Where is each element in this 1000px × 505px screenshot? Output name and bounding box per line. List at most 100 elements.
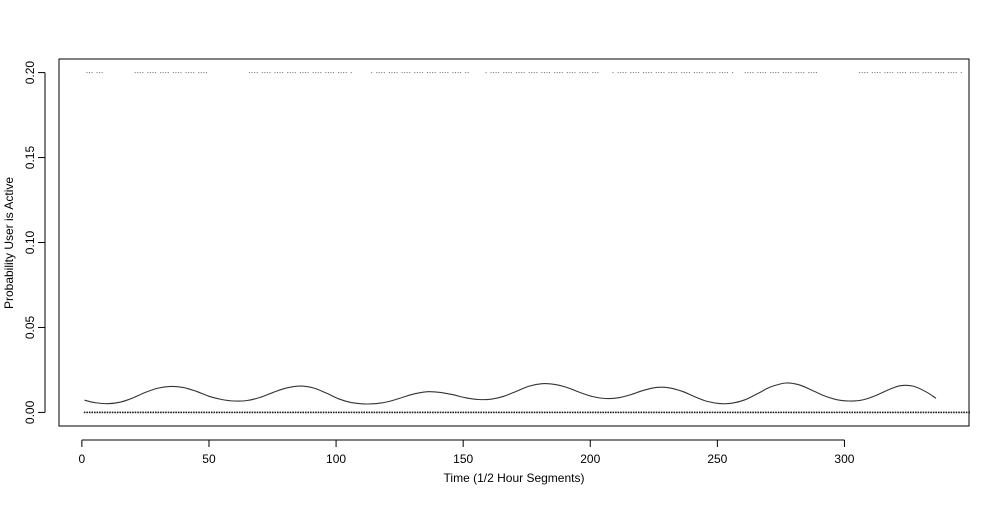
data-point bbox=[477, 411, 480, 414]
data-point bbox=[231, 411, 233, 414]
data-point bbox=[226, 411, 228, 414]
data-point bbox=[714, 411, 716, 414]
data-point bbox=[648, 72, 650, 74]
data-point bbox=[335, 411, 338, 414]
data-point bbox=[182, 411, 185, 414]
data-point bbox=[528, 411, 531, 414]
data-point bbox=[386, 411, 388, 414]
data-point bbox=[121, 411, 124, 414]
data-point bbox=[137, 411, 139, 414]
data-point bbox=[152, 411, 155, 414]
data-point bbox=[409, 411, 411, 414]
data-point bbox=[193, 411, 195, 414]
data-point bbox=[132, 411, 134, 414]
data-point bbox=[391, 72, 393, 74]
data-point bbox=[200, 72, 202, 74]
data-point bbox=[147, 72, 149, 74]
data-point bbox=[602, 411, 604, 414]
data-point bbox=[635, 411, 638, 414]
data-point bbox=[556, 72, 558, 74]
data-point bbox=[282, 72, 284, 74]
data-point bbox=[955, 72, 957, 74]
data-point bbox=[787, 72, 790, 74]
data-point bbox=[513, 411, 515, 414]
data-point bbox=[681, 411, 683, 414]
data-point bbox=[442, 72, 444, 74]
data-point bbox=[190, 72, 192, 74]
data-point bbox=[518, 411, 521, 414]
data-point bbox=[643, 411, 645, 414]
data-point bbox=[256, 411, 259, 414]
data-point bbox=[142, 411, 144, 414]
data-point bbox=[503, 411, 505, 414]
data-point bbox=[180, 411, 183, 414]
data-point bbox=[536, 72, 538, 74]
data-point bbox=[368, 411, 371, 414]
data-point bbox=[765, 72, 767, 74]
point-series bbox=[83, 72, 970, 414]
data-point bbox=[833, 411, 836, 414]
data-point bbox=[620, 72, 622, 74]
data-point bbox=[170, 411, 172, 414]
data-point bbox=[426, 411, 429, 414]
data-point bbox=[892, 72, 894, 74]
data-point bbox=[747, 72, 749, 74]
data-point bbox=[554, 72, 556, 74]
data-point bbox=[927, 411, 930, 414]
data-point bbox=[737, 411, 739, 414]
data-point bbox=[676, 72, 678, 74]
data-point bbox=[927, 72, 929, 74]
data-point bbox=[500, 411, 503, 414]
data-point bbox=[688, 72, 690, 74]
data-point bbox=[874, 411, 876, 414]
data-point bbox=[759, 72, 762, 74]
data-point bbox=[637, 72, 640, 74]
data-point bbox=[889, 411, 892, 414]
data-point bbox=[165, 72, 167, 74]
data-point bbox=[762, 72, 764, 74]
data-point bbox=[561, 72, 563, 74]
data-point bbox=[414, 72, 416, 74]
data-point bbox=[396, 72, 398, 74]
data-point bbox=[762, 411, 765, 414]
data-point bbox=[429, 411, 432, 414]
data-point bbox=[932, 411, 935, 414]
data-point bbox=[904, 72, 906, 74]
data-point bbox=[129, 411, 132, 414]
data-point bbox=[320, 411, 322, 414]
data-point bbox=[803, 72, 805, 74]
data-point bbox=[676, 411, 678, 414]
data-point bbox=[363, 411, 366, 414]
data-point bbox=[340, 411, 343, 414]
data-point bbox=[279, 72, 281, 74]
data-point bbox=[673, 72, 675, 74]
data-point bbox=[640, 411, 643, 414]
data-point bbox=[409, 72, 411, 74]
data-point bbox=[521, 411, 523, 414]
data-point bbox=[630, 72, 632, 74]
data-point bbox=[371, 411, 373, 414]
data-point bbox=[317, 72, 319, 74]
data-point bbox=[350, 72, 352, 74]
data-point bbox=[401, 72, 403, 74]
data-point bbox=[574, 72, 576, 74]
data-point bbox=[495, 72, 497, 74]
data-point bbox=[798, 411, 800, 414]
data-point bbox=[444, 411, 447, 414]
data-point bbox=[175, 72, 177, 74]
data-point bbox=[805, 411, 808, 414]
data-point bbox=[909, 72, 912, 74]
data-point bbox=[442, 411, 444, 414]
data-point bbox=[312, 72, 314, 74]
data-point bbox=[846, 411, 848, 414]
data-point bbox=[350, 411, 353, 414]
data-point bbox=[360, 411, 363, 414]
data-point bbox=[508, 411, 510, 414]
data-point bbox=[432, 411, 434, 414]
data-point bbox=[111, 411, 114, 414]
data-point bbox=[406, 72, 408, 74]
data-point bbox=[958, 411, 960, 414]
data-point bbox=[251, 72, 253, 74]
data-point bbox=[304, 72, 307, 74]
